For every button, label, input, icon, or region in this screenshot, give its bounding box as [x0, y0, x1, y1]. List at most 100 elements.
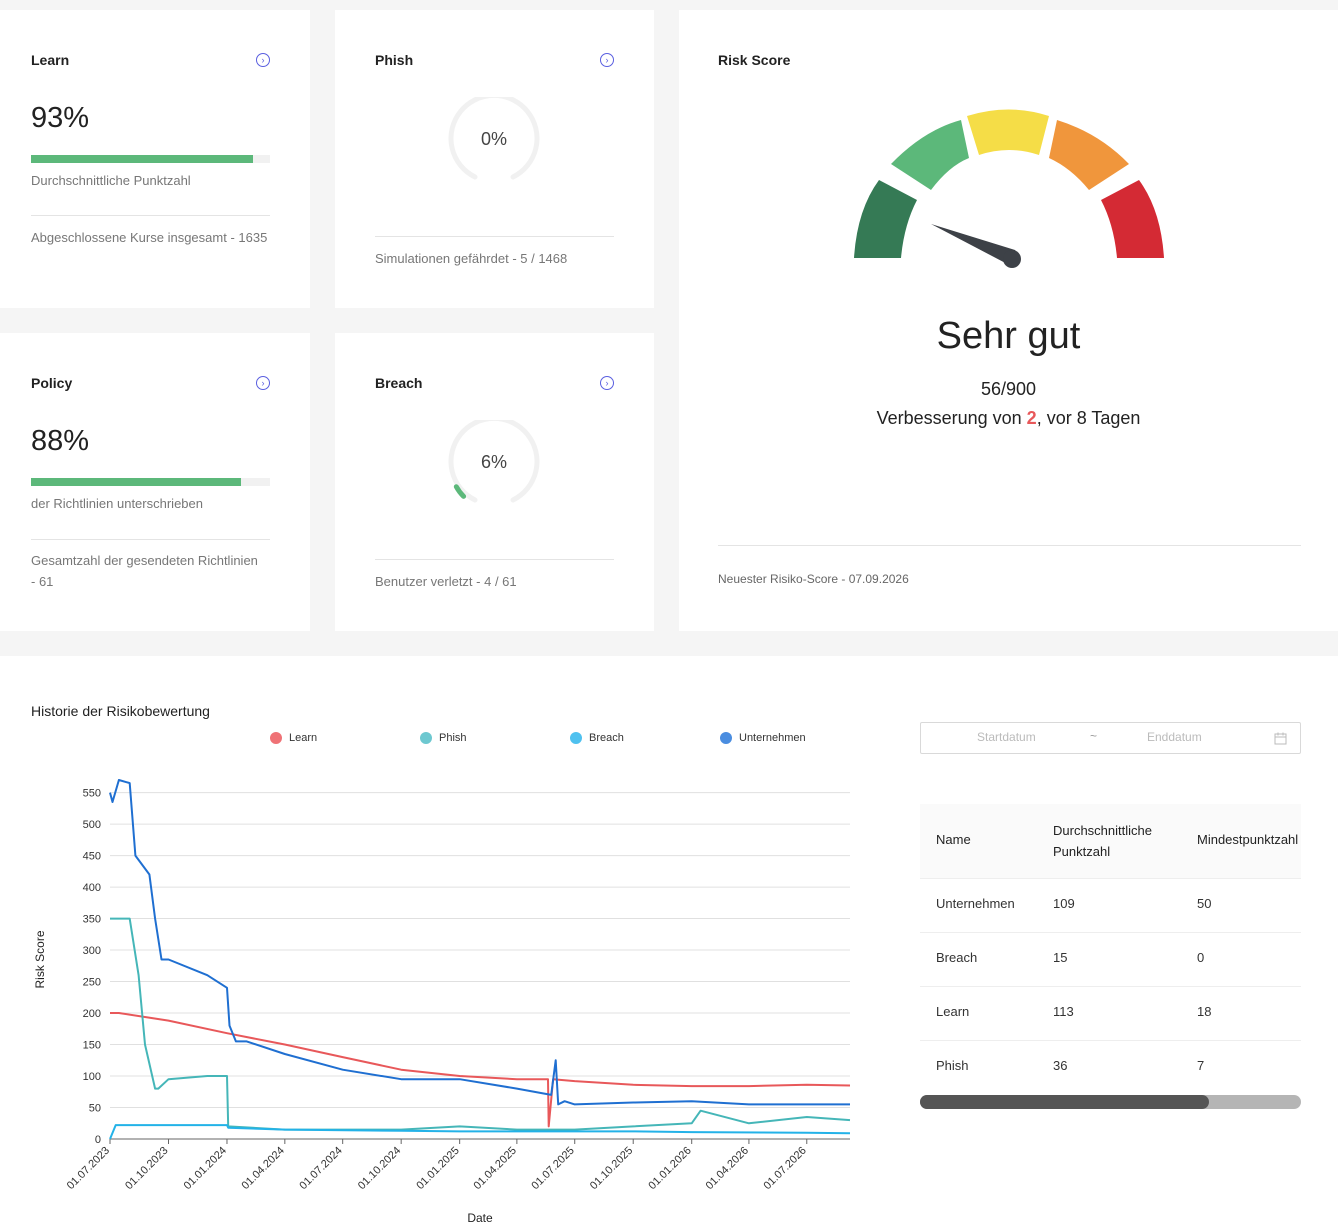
risk-history-chart: 0 50 100 150 200 250 300 350 400 450 500 550 01.07.2…: [33, 779, 851, 1224]
risk-improvement: Verbesserung von 2, vor 8 Tagen: [679, 408, 1338, 429]
history-title: Historie der Risikobewertung: [31, 703, 210, 719]
y-axis-label: Risk Score: [33, 930, 47, 988]
policy-card: Policy › 88% der Richtlinien unterschrie…: [0, 333, 310, 631]
phish-card: Phish › 0% Simulationen gefährdet - 5 / …: [335, 10, 654, 308]
learn-progress-fill: [31, 155, 254, 163]
x-tick-label: 01.07.2024: [297, 1145, 344, 1192]
x-tick-label: 01.10.2024: [356, 1145, 403, 1192]
policy-caption: der Richtlinien unterschrieben: [31, 496, 203, 511]
cell-name: Phish: [936, 1058, 969, 1073]
risk-score-card: Risk Score Sehr gut 56/900 Verbesserung …: [679, 10, 1338, 631]
start-date-input[interactable]: Startdatum: [977, 730, 1036, 744]
y-tick-label: 200: [83, 1008, 101, 1020]
table-row: Learn 113 18: [920, 987, 1301, 1041]
calendar-icon: [1274, 732, 1287, 745]
y-tick-label: 50: [89, 1103, 101, 1115]
gauge-segment: [967, 109, 1049, 155]
cell-average: 113: [1053, 1004, 1074, 1019]
phish-ring: [448, 97, 540, 180]
legend-dot: [720, 732, 732, 745]
risk-latest: Neuester Risiko-Score - 07.09.2026: [718, 572, 909, 586]
legend-label: Unternehmen: [739, 732, 806, 744]
y-tick-label: 0: [95, 1134, 101, 1146]
y-tick-label: 500: [83, 819, 101, 831]
gauge-segment: [1101, 180, 1164, 258]
cell-minimum: 18: [1197, 1004, 1212, 1019]
x-tick-label: 01.10.2025: [588, 1145, 635, 1192]
breach-title: Breach: [375, 375, 423, 391]
table-row: Phish 36 7: [920, 1041, 1301, 1094]
gauge-segment: [854, 180, 917, 258]
y-tick-label: 400: [83, 882, 101, 894]
column-header: Durchschnittliche Punktzahl: [1053, 823, 1152, 859]
legend-item-breach[interactable]: Breach: [570, 732, 624, 745]
learn-card: Learn › 93% Durchschnittliche Punktzahl …: [0, 10, 310, 308]
x-tick-label: 01.04.2026: [704, 1145, 751, 1192]
cell-average: 15: [1053, 950, 1068, 965]
policy-value: 88%: [31, 425, 90, 457]
legend-label: Learn: [289, 732, 318, 744]
ring-track: [448, 420, 540, 503]
column-header: Mindestpunktzahl: [1197, 832, 1299, 847]
legend-dot: [420, 732, 432, 745]
x-tick-label: 01.10.2023: [123, 1145, 170, 1192]
table-header: Name Durchschnittliche Punktzahl Mindest…: [920, 804, 1301, 879]
legend-dot: [270, 732, 282, 745]
end-date-input[interactable]: Enddatum: [1147, 730, 1202, 744]
scrollbar-thumb[interactable]: [920, 1095, 1209, 1109]
phish-value: 0%: [480, 129, 507, 149]
legend-item-phish[interactable]: Phish: [420, 732, 467, 745]
risk-title: Risk Score: [718, 52, 791, 68]
breach-card: Breach › 6% Benutzer verletzt - 4 / 61: [335, 333, 654, 631]
improvement-prefix: Verbesserung von: [876, 408, 1027, 428]
column-header: Name: [936, 832, 971, 847]
legend-item-learn[interactable]: Learn: [270, 732, 318, 745]
risk-rating: Sehr gut: [936, 315, 1081, 357]
y-tick-label: 250: [83, 977, 101, 989]
legend-dot: [570, 732, 582, 745]
series-line-breach: [109, 1124, 851, 1140]
table-row: Unternehmen 109 50: [920, 879, 1301, 933]
gauge-needle: [931, 224, 1019, 267]
learn-caption: Durchschnittliche Punktzahl: [31, 173, 191, 188]
divider: [31, 215, 270, 216]
risk-gauge: [854, 109, 1164, 268]
cell-minimum: 7: [1197, 1058, 1205, 1073]
gauge-needle-hub: [1003, 250, 1021, 268]
legend-item-unternehmen[interactable]: Unternehmen: [720, 732, 806, 745]
series-line-unternehmen: [109, 779, 850, 1106]
arrow-right-circle-icon[interactable]: ›: [600, 53, 614, 67]
arrow-right-circle-icon[interactable]: ›: [600, 376, 614, 390]
learn-progress-bar: [31, 155, 270, 163]
cell-minimum: 50: [1197, 896, 1212, 911]
y-tick-label: 300: [83, 945, 101, 957]
divider: [375, 236, 614, 237]
improvement-value: 2: [1026, 408, 1037, 428]
history-card: Historie der Risikobewertung Learn Phish…: [0, 656, 1338, 1224]
learn-footer: Abgeschlossene Kurse insgesamt - 1635: [31, 230, 268, 245]
arrow-right-circle-icon[interactable]: ›: [256, 53, 270, 67]
x-tick-label: 01.07.2023: [65, 1145, 112, 1192]
x-tick-label: 01.04.2024: [240, 1145, 287, 1192]
cell-name: Unternehmen: [936, 896, 1015, 911]
policy-title: Policy: [31, 375, 73, 391]
breach-footer: Benutzer verletzt - 4 / 61: [375, 574, 517, 589]
y-tick-label: 350: [83, 914, 101, 926]
y-tick-label: 550: [83, 788, 101, 800]
cell-average: 109: [1053, 896, 1075, 911]
legend-label: Breach: [589, 732, 624, 744]
date-range-picker[interactable]: Startdatum ~ Enddatum: [920, 722, 1301, 754]
cell-name: Breach: [936, 950, 978, 965]
phish-footer: Simulationen gefährdet - 5 / 1468: [375, 251, 568, 266]
cell-minimum: 0: [1197, 950, 1205, 965]
ring-track: [448, 97, 540, 180]
ring-progress: [453, 484, 467, 499]
x-tick-label: 01.07.2026: [761, 1145, 808, 1192]
date-separator: ~: [1090, 729, 1098, 743]
phish-title: Phish: [375, 52, 414, 68]
improvement-suffix: , vor 8 Tagen: [1036, 408, 1141, 428]
arrow-right-circle-icon[interactable]: ›: [256, 376, 270, 390]
table-scrollbar[interactable]: [920, 1095, 1301, 1109]
x-tick-label: 01.01.2024: [182, 1145, 229, 1192]
learn-title: Learn: [31, 52, 70, 68]
